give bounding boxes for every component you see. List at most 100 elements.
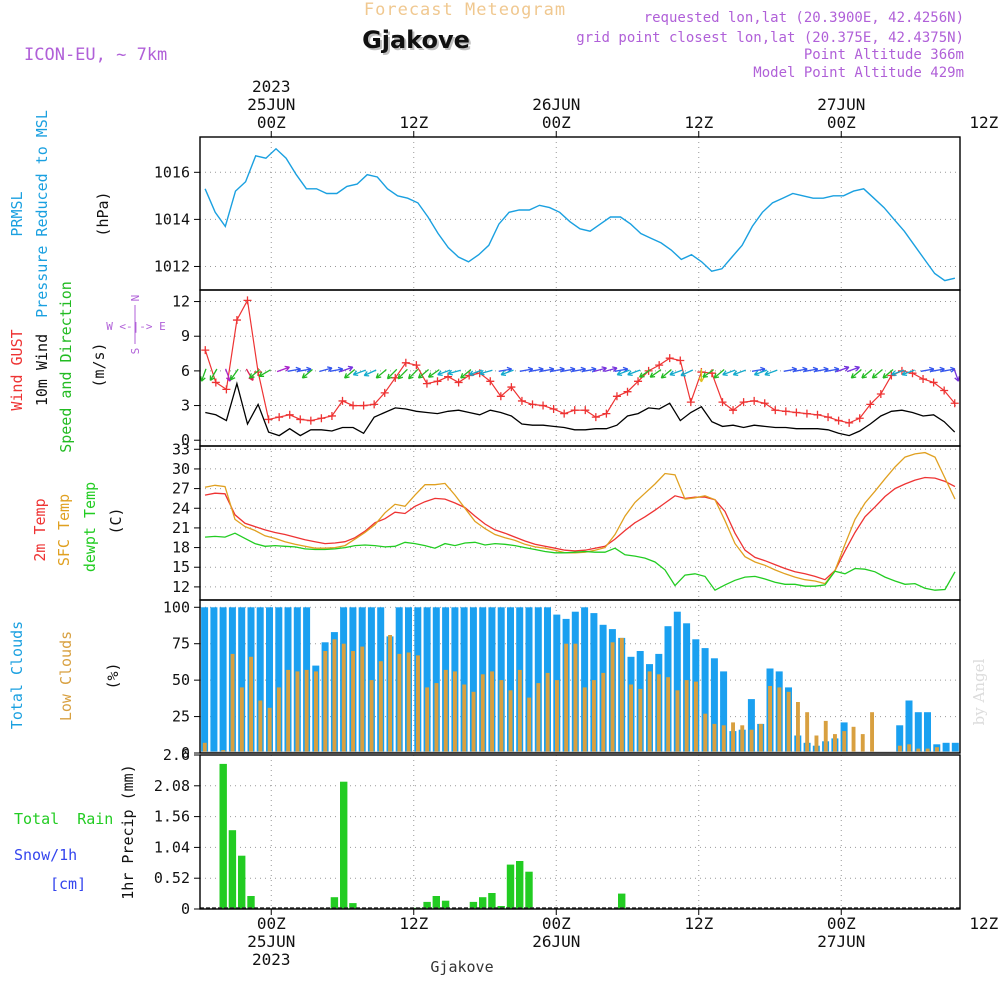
low-cloud-bar <box>416 655 420 753</box>
wind-ytick-label: 6 <box>181 362 190 380</box>
wind-direction-arrow <box>551 366 565 373</box>
gust-marker <box>771 406 780 415</box>
rain-bar <box>247 896 255 909</box>
gust-marker <box>718 398 727 407</box>
low-cloud-bar <box>499 680 504 753</box>
gust-marker <box>401 358 410 367</box>
low-cloud-bar <box>453 671 457 753</box>
wind-direction-arrow <box>871 369 883 379</box>
gust-marker <box>254 368 263 377</box>
wind-direction-arrow <box>329 366 344 373</box>
temperature-ytick-label: 30 <box>172 460 190 478</box>
gust-marker <box>591 413 600 422</box>
wind-direction-arrow <box>850 369 862 379</box>
gust-marker <box>243 296 252 305</box>
wind-direction-arrow <box>229 368 239 381</box>
pressure-label-prmsl: PRMSL <box>8 191 26 236</box>
gust-marker <box>296 415 305 424</box>
temperature-ytick-label: 12 <box>172 578 190 596</box>
low-cloud-bar <box>369 680 374 753</box>
low-cloud-bar <box>517 669 522 753</box>
gust-marker <box>581 406 590 415</box>
gust-marker <box>950 399 959 408</box>
low-cloud-bar <box>304 669 309 753</box>
total-cloud-bar <box>432 607 440 753</box>
bottom-time-label: 12Z <box>684 914 713 933</box>
low-cloud-bar <box>582 687 587 753</box>
wind-direction-arrow <box>248 369 261 379</box>
wind-ytick-label: 12 <box>172 293 190 311</box>
total-cloud-bar <box>942 742 950 753</box>
bottom-time-label: 12Z <box>969 914 998 933</box>
wind-direction-arrow <box>764 369 778 377</box>
pressure-ytick-label: 1016 <box>154 163 190 181</box>
temperature-labels: 2m Temp SFC Temp dewpt Temp (C) <box>31 482 125 572</box>
low-cloud-bar <box>490 671 494 753</box>
top-time-label: 2023 <box>252 77 291 96</box>
gust-marker <box>486 377 495 386</box>
low-cloud-bar <box>471 691 476 753</box>
rain-bar <box>349 903 357 909</box>
wind-direction-arrow <box>209 368 218 381</box>
wind-direction-arrow <box>352 369 366 377</box>
wind-direction-arrow <box>561 366 576 373</box>
gust-marker <box>528 400 537 409</box>
pressure-ytick-label: 1012 <box>154 257 190 275</box>
gust-marker <box>686 398 695 407</box>
rain-bar <box>525 871 533 909</box>
wind-ytick-label: 9 <box>181 327 190 345</box>
temperature-ytick-label: 21 <box>172 519 190 537</box>
low-cloud-bar <box>647 671 652 753</box>
gust-marker <box>602 409 611 418</box>
low-cloud-bar <box>851 726 856 753</box>
total-cloud-bar <box>534 607 542 753</box>
chart-title: Forecast Meteogram <box>364 0 566 20</box>
model-altitude: Model Point Altitude 429m <box>753 65 964 81</box>
gust-marker <box>507 383 516 392</box>
gust-marker <box>222 385 231 394</box>
rain-bar <box>618 893 626 909</box>
top-time-label: 25JUN <box>247 95 295 114</box>
gust-marker <box>824 413 833 422</box>
precip-label-cm: [cm] <box>50 875 86 893</box>
pressure-ytick-label: 1014 <box>154 210 190 228</box>
gust-marker <box>929 378 938 387</box>
wind-direction-arrow <box>649 369 662 378</box>
low-cloud-bar <box>462 684 467 753</box>
wind-direction-arrow <box>891 369 905 377</box>
low-cloud-bar <box>351 651 355 753</box>
rain-bar <box>479 897 487 909</box>
gust-marker <box>665 354 674 363</box>
wind-direction-arrow <box>680 369 694 377</box>
bottom-time-label: 00Z <box>827 914 856 933</box>
gust-marker <box>919 374 928 383</box>
clouds-ytick-label: 75 <box>172 635 190 653</box>
gust-marker <box>729 406 738 415</box>
temp-unit: (C) <box>107 507 125 534</box>
wind-direction-arrow <box>301 369 313 379</box>
low-cloud-bar <box>712 723 717 753</box>
total-cloud-bar <box>720 671 728 753</box>
low-cloud-bar <box>907 744 912 753</box>
gust-marker <box>845 418 854 427</box>
total-cloud-bar <box>905 700 913 753</box>
wind-direction-arrow <box>753 369 768 377</box>
bottom-time-label: 27JUN <box>817 932 865 951</box>
gust-marker <box>338 396 347 405</box>
temperature-ytick-label: 24 <box>172 499 190 517</box>
gust-marker <box>327 411 336 420</box>
bottom-time-label: 00Z <box>257 914 286 933</box>
low-cloud-bar <box>897 745 902 753</box>
gust-marker <box>454 378 463 387</box>
wind-label-10m: 10m Wind <box>33 334 51 406</box>
low-cloud-bar <box>786 691 791 753</box>
top-time-label: 00Z <box>257 113 286 132</box>
low-cloud-bar <box>341 643 346 753</box>
gust-marker <box>866 400 875 409</box>
wind-direction-arrow <box>698 368 705 383</box>
gust-marker <box>760 399 769 408</box>
precip-unit: 1hr Precip (mm) <box>119 764 137 899</box>
total-cloud-bar <box>469 607 477 753</box>
gust-marker <box>560 409 569 418</box>
wind-direction-arrow <box>417 369 430 379</box>
